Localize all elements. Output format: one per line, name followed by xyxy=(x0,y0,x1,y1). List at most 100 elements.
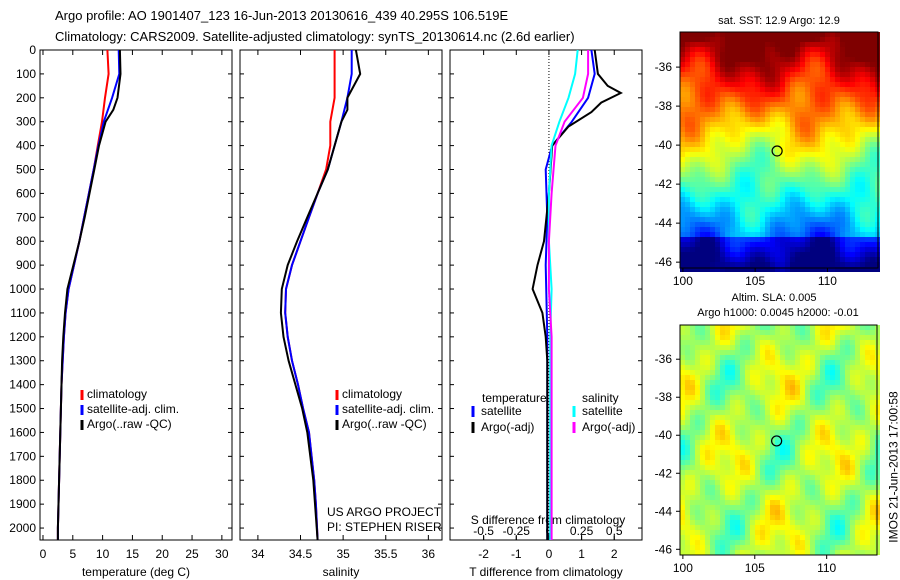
map-cell xyxy=(765,510,770,515)
map-cell xyxy=(755,465,760,470)
map-cell xyxy=(705,262,710,267)
map-cell xyxy=(695,217,700,222)
map-cell xyxy=(790,132,795,137)
map-cell xyxy=(750,227,755,232)
map-cell xyxy=(850,172,855,177)
map-cell xyxy=(785,72,790,77)
map-cell xyxy=(850,395,855,400)
map-cell xyxy=(825,515,830,520)
map-cell xyxy=(860,62,865,67)
map-cell xyxy=(695,187,700,192)
map-cell xyxy=(845,92,850,97)
map-cell xyxy=(800,435,805,440)
map-cell xyxy=(695,425,700,430)
map-cell xyxy=(850,505,855,510)
map-cell xyxy=(845,202,850,207)
title-line-1: Argo profile: AO 1901407_123 16-Jun-2013… xyxy=(55,8,509,23)
map-cell xyxy=(855,57,860,62)
map-cell xyxy=(725,370,730,375)
map-cell xyxy=(810,390,815,395)
map-cell xyxy=(680,42,685,47)
map-cell xyxy=(855,137,860,142)
map-cell xyxy=(815,475,820,480)
map-cell xyxy=(810,172,815,177)
map-cell xyxy=(755,535,760,540)
map-cell xyxy=(825,222,830,227)
map-cell xyxy=(750,375,755,380)
map-cell xyxy=(790,355,795,360)
map-cell xyxy=(705,117,710,122)
map-cell xyxy=(800,480,805,485)
map-cell xyxy=(775,450,780,455)
map-cell xyxy=(780,455,785,460)
map-cell xyxy=(750,137,755,142)
map-cell xyxy=(800,485,805,490)
map-cell xyxy=(695,520,700,525)
map-cell xyxy=(680,550,685,555)
map-cell xyxy=(825,262,830,267)
map-cell xyxy=(785,117,790,122)
map-cell xyxy=(765,535,770,540)
map-cell xyxy=(855,177,860,182)
map-cell xyxy=(715,415,720,420)
map-cell xyxy=(715,262,720,267)
map-cell xyxy=(805,257,810,262)
map-cell xyxy=(690,365,695,370)
map-cell xyxy=(700,380,705,385)
map-cell xyxy=(695,460,700,465)
map-cell xyxy=(685,162,690,167)
map-cell xyxy=(720,480,725,485)
map-cell xyxy=(835,172,840,177)
map-cell xyxy=(710,450,715,455)
map-cell xyxy=(795,425,800,430)
map-cell xyxy=(865,267,870,272)
map-cell xyxy=(785,435,790,440)
map-cell xyxy=(855,127,860,132)
s-tick-label: 0 xyxy=(546,524,553,538)
map-cell xyxy=(780,430,785,435)
map-cell xyxy=(735,515,740,520)
map-cell xyxy=(790,430,795,435)
map-cell xyxy=(850,67,855,72)
map-cell xyxy=(705,247,710,252)
map-cell xyxy=(770,335,775,340)
map-cell xyxy=(720,365,725,370)
y-tick-label: -44 xyxy=(655,504,673,518)
map-frame xyxy=(679,31,879,269)
map-cell xyxy=(700,430,705,435)
map-cell xyxy=(765,52,770,57)
map-cell xyxy=(700,137,705,142)
map-cell xyxy=(805,535,810,540)
map-cell xyxy=(805,127,810,132)
map-cell xyxy=(695,92,700,97)
map-cell xyxy=(700,77,705,82)
map-cell xyxy=(785,62,790,67)
map-cell xyxy=(820,345,825,350)
map-cell xyxy=(710,375,715,380)
map-cell xyxy=(780,142,785,147)
map-cell xyxy=(820,430,825,435)
map-cell xyxy=(745,470,750,475)
map-cell xyxy=(710,92,715,97)
map-cell xyxy=(720,550,725,555)
map-cell xyxy=(820,340,825,345)
map-cell xyxy=(720,82,725,87)
map-cell xyxy=(730,137,735,142)
map-cell xyxy=(695,525,700,530)
map-cell xyxy=(790,385,795,390)
map-cell xyxy=(820,370,825,375)
map-cell xyxy=(845,242,850,247)
map-cell xyxy=(825,192,830,197)
map-cell xyxy=(680,72,685,77)
map-cell xyxy=(840,450,845,455)
map-cell xyxy=(790,247,795,252)
map-cell xyxy=(745,525,750,530)
map-cell xyxy=(705,325,710,330)
map-cell xyxy=(750,395,755,400)
map-cell xyxy=(760,127,765,132)
map-cell xyxy=(705,137,710,142)
map-cell xyxy=(745,167,750,172)
map-cell xyxy=(845,227,850,232)
y-tick-label: 700 xyxy=(16,210,36,224)
map-cell xyxy=(730,37,735,42)
